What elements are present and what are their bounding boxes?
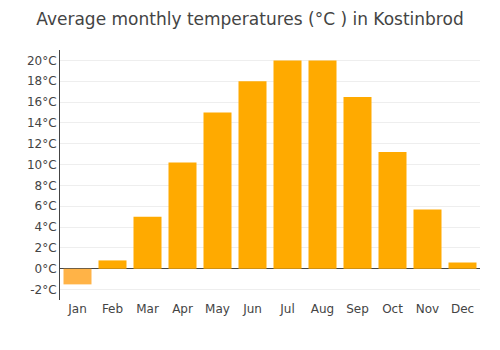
svg-text:6°C: 6°C: [35, 199, 57, 213]
svg-text:May: May: [205, 302, 230, 316]
svg-text:Oct: Oct: [382, 302, 403, 316]
svg-text:0°C: 0°C: [35, 262, 57, 276]
svg-text:16°C: 16°C: [27, 95, 57, 109]
svg-text:Jul: Jul: [279, 302, 294, 316]
svg-text:Dec: Dec: [451, 302, 474, 316]
svg-text:10°C: 10°C: [27, 158, 57, 172]
svg-text:8°C: 8°C: [35, 179, 57, 193]
svg-text:12°C: 12°C: [27, 137, 57, 151]
svg-text:Average monthly temperatures (: Average monthly temperatures (°C ) in Ko…: [36, 9, 463, 29]
svg-text:Jun: Jun: [242, 302, 262, 316]
svg-text:Aug: Aug: [311, 302, 334, 316]
svg-text:-2°C: -2°C: [30, 283, 56, 297]
svg-text:Sep: Sep: [346, 302, 369, 316]
svg-text:4°C: 4°C: [35, 220, 57, 234]
svg-text:18°C: 18°C: [27, 74, 57, 88]
svg-text:14°C: 14°C: [27, 116, 57, 130]
svg-text:2°C: 2°C: [35, 241, 57, 255]
svg-text:Apr: Apr: [172, 302, 193, 316]
svg-text:Mar: Mar: [136, 302, 159, 316]
svg-text:Feb: Feb: [102, 302, 123, 316]
svg-text:Jan: Jan: [67, 302, 87, 316]
svg-text:Nov: Nov: [416, 302, 439, 316]
svg-text:20°C: 20°C: [27, 54, 57, 68]
